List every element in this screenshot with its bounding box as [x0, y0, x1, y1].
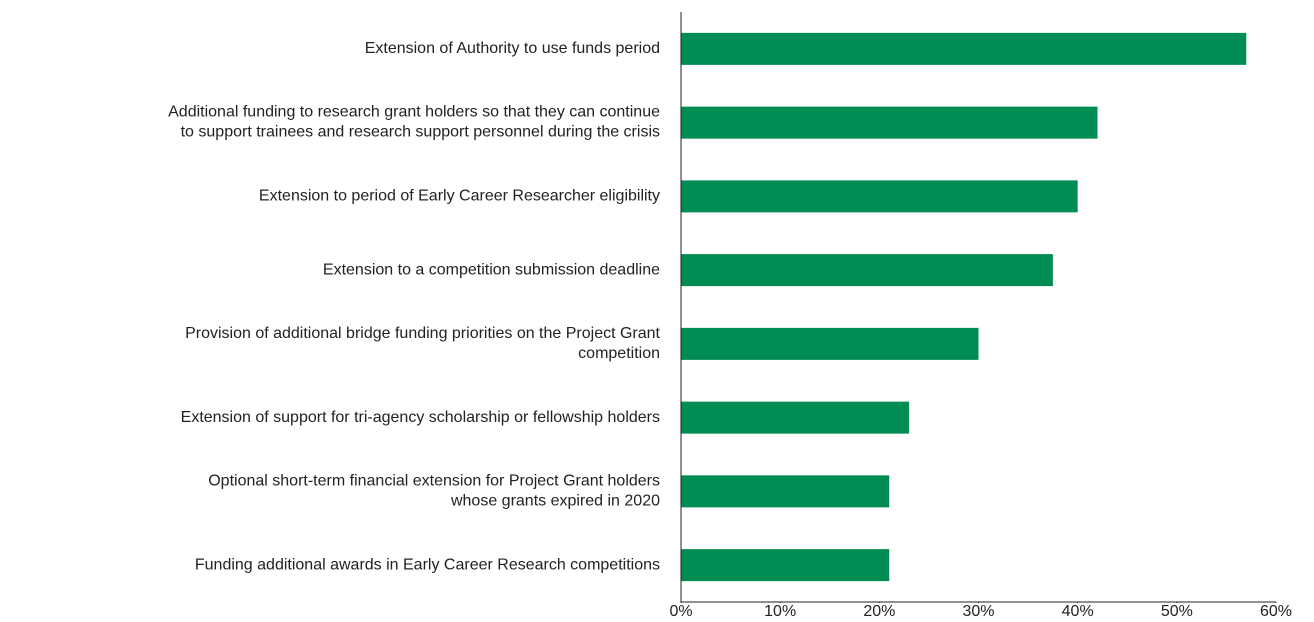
bar [681, 475, 890, 508]
bar [681, 327, 979, 360]
x-tick-label: 50% [1161, 603, 1193, 620]
y-tick-label: Extension to a competition submission de… [323, 261, 660, 278]
y-tick-label: Extension of support for tri-agency scho… [181, 409, 660, 426]
x-tick-label: 40% [1062, 603, 1094, 620]
y-tick-label: Funding additional awards in Early Caree… [195, 556, 660, 573]
y-tick-label: Optional short-term financial extension … [208, 473, 660, 510]
bar [681, 254, 1053, 287]
y-tick-label: Additional funding to research grant hol… [168, 104, 660, 141]
y-tick-label: Extension of Authority to use funds peri… [365, 40, 660, 57]
bar [681, 401, 910, 434]
bar [681, 180, 1078, 213]
x-tick-label: 60% [1260, 603, 1292, 620]
bar [681, 106, 1098, 139]
y-tick-label: Provision of additional bridge funding p… [185, 325, 660, 362]
x-tick-label: 0% [669, 603, 692, 620]
x-tick-label: 30% [962, 603, 994, 620]
bar [681, 32, 1247, 65]
bar [681, 549, 890, 582]
x-tick-label: 10% [764, 603, 796, 620]
x-tick-label: 20% [863, 603, 895, 620]
y-tick-label: Extension to period of Early Career Rese… [259, 188, 660, 205]
